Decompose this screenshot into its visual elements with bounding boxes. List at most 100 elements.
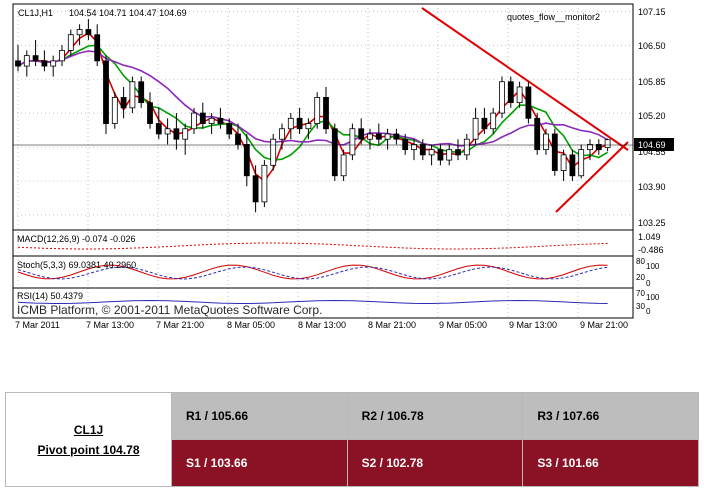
candle [419,139,426,161]
candle-body [323,97,329,130]
candle-body [455,149,461,156]
price-tick: 103.25 [638,218,666,228]
s2-cell: S2 / 102.78 [346,439,524,487]
rsi-label: RSI(14) 50.4379 [17,291,83,301]
candle-body [569,154,576,177]
candle [270,133,277,171]
candle [261,160,268,208]
candle-body [85,29,92,36]
s1-cell: S1 / 103.66 [171,439,348,487]
candle [446,144,453,166]
candle [182,123,189,155]
candle-body [560,154,567,171]
candle-body [578,149,585,177]
rsi-scale: 100 [646,293,660,302]
candle-body [94,34,101,62]
candle [164,118,171,145]
stoch-main-line [17,264,608,280]
rsi-scale: 0 [646,307,651,316]
stoch-scale: 20 [636,273,645,282]
price-tick: 107.15 [638,7,666,17]
support-row: S1 / 103.66 S2 / 102.78 S3 / 101.66 [6,439,699,487]
r2-cell: R2 / 106.78 [346,392,524,440]
candle [314,92,321,129]
time-label: 8 Mar 21:00 [368,320,416,330]
candle-body [358,128,365,140]
r3-cell: R3 / 107.66 [522,392,699,440]
candle [94,24,101,67]
candle [199,102,206,129]
candle-body [191,112,197,130]
price-tick: 103.90 [638,182,666,192]
candle-body [419,144,426,156]
time-label: 7 Mar 21:00 [156,320,204,330]
stoch-signal-line [17,266,608,280]
candle-body [507,81,514,104]
pivot-point: Pivot point 104.78 [37,442,140,457]
candle [534,113,541,155]
candle-body [155,123,162,135]
candle-body [59,50,65,62]
time-label: 7 Mar 13:00 [86,320,134,330]
time-label: 9 Mar 13:00 [509,320,557,330]
candle-body [446,149,453,161]
time-label: 9 Mar 05:00 [439,320,487,330]
candle-body [587,144,593,151]
candle-body [349,128,356,156]
time-label: 8 Mar 13:00 [298,320,346,330]
candle [411,139,417,161]
candle [226,118,233,140]
candle [243,133,250,187]
time-axis: 7 Mar 2011 7 Mar 13:00 7 Mar 21:00 8 Mar… [15,320,628,330]
candle-body [182,128,189,140]
candle [569,149,576,181]
price-tick: 105.20 [638,111,666,121]
candle-body [261,164,268,203]
ohlc-readout: 104.54 104.71 104.47 104.69 [69,8,187,18]
chart-title: CL1J,H1 [18,8,53,18]
candle [41,50,48,72]
rsi-scale: 70 [636,289,645,298]
candle [587,139,593,161]
ma-slow-line [17,50,608,147]
candle [85,19,92,40]
candle [551,128,558,176]
candle [340,149,347,181]
rsi-line [17,299,608,304]
candle-body [393,133,400,140]
candle [59,45,65,67]
support-trendline [555,141,629,213]
stoch-label: Stoch(5,3,3) 69.0381 49.2960 [17,260,136,270]
ma-mid-line [17,44,609,161]
candle [428,144,435,166]
candle [173,113,180,150]
candle-body [551,133,558,171]
time-label: 9 Mar 21:00 [580,320,628,330]
candle [543,128,549,155]
candle-body [138,81,145,104]
candle-body [595,144,602,151]
candle [455,139,461,161]
candle-body [525,86,532,119]
candle [595,139,602,155]
candle-body [411,144,417,151]
current-price-marker [634,138,674,151]
candle-body [384,133,391,140]
candle [349,123,356,161]
trendlines [421,7,629,213]
candle [384,128,391,150]
candle [560,149,567,181]
price-scale: 107.15 106.50 105.85 105.20 104.55 103.9… [638,7,666,228]
candle [252,165,259,213]
chart-frame [12,3,634,319]
candle-body [305,123,312,130]
pivot-symbol-cell: CL1J Pivot point 104.78 [5,392,172,487]
stoch-scale: 0 [646,279,651,288]
candle-body [111,97,118,124]
pivot-symbol: CL1J [73,422,104,437]
price-tick: 104.55 [638,147,666,157]
candle-body [252,175,259,203]
candle [323,86,329,134]
candle-body [279,128,285,140]
stoch-scale: 80 [636,257,645,266]
